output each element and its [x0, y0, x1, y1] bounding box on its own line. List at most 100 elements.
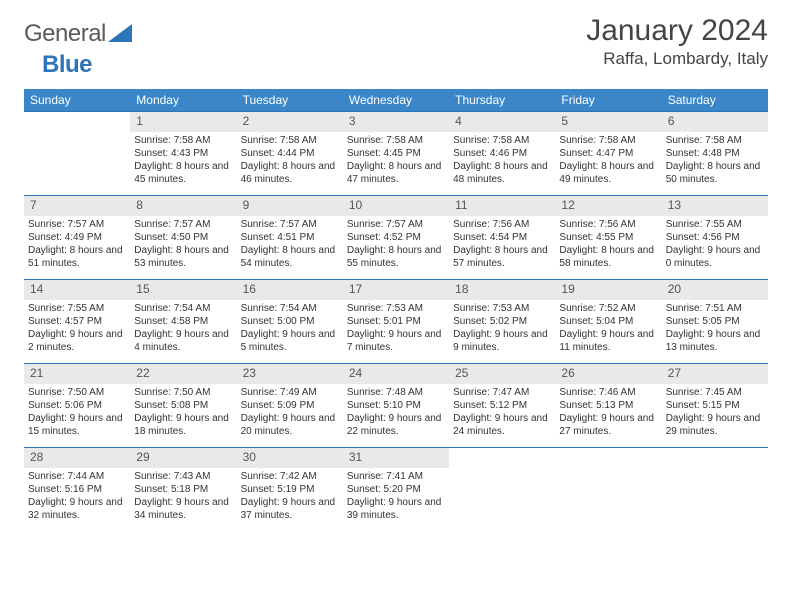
day-header: Saturday	[662, 89, 768, 112]
day-cell: 5Sunrise: 7:58 AMSunset: 4:47 PMDaylight…	[555, 112, 661, 190]
day-body: Sunrise: 7:56 AMSunset: 4:54 PMDaylight:…	[449, 216, 555, 274]
sunset-text: Sunset: 5:00 PM	[241, 315, 339, 328]
sunrise-text: Sunrise: 7:58 AM	[347, 134, 445, 147]
day-number: 1	[130, 112, 236, 132]
day-cell: 16Sunrise: 7:54 AMSunset: 5:00 PMDayligh…	[237, 280, 343, 358]
sunrise-text: Sunrise: 7:58 AM	[559, 134, 657, 147]
sunrise-text: Sunrise: 7:44 AM	[28, 470, 126, 483]
day-number: 22	[130, 364, 236, 384]
daylight-text: Daylight: 8 hours and 55 minutes.	[347, 244, 445, 270]
day-body: Sunrise: 7:57 AMSunset: 4:50 PMDaylight:…	[130, 216, 236, 274]
daylight-text: Daylight: 9 hours and 29 minutes.	[666, 412, 764, 438]
day-number: 17	[343, 280, 449, 300]
sunrise-text: Sunrise: 7:56 AM	[559, 218, 657, 231]
sunset-text: Sunset: 4:51 PM	[241, 231, 339, 244]
day-number: 18	[449, 280, 555, 300]
day-body: Sunrise: 7:49 AMSunset: 5:09 PMDaylight:…	[237, 384, 343, 442]
day-cell: 12Sunrise: 7:56 AMSunset: 4:55 PMDayligh…	[555, 196, 661, 274]
daylight-text: Daylight: 8 hours and 51 minutes.	[28, 244, 126, 270]
day-body: Sunrise: 7:52 AMSunset: 5:04 PMDaylight:…	[555, 300, 661, 358]
sunset-text: Sunset: 5:05 PM	[666, 315, 764, 328]
day-body: Sunrise: 7:44 AMSunset: 5:16 PMDaylight:…	[24, 468, 130, 526]
day-body: Sunrise: 7:53 AMSunset: 5:01 PMDaylight:…	[343, 300, 449, 358]
sunset-text: Sunset: 4:52 PM	[347, 231, 445, 244]
logo-text-2: Blue	[42, 51, 92, 78]
day-body: Sunrise: 7:57 AMSunset: 4:49 PMDaylight:…	[24, 216, 130, 274]
day-cell: 25Sunrise: 7:47 AMSunset: 5:12 PMDayligh…	[449, 364, 555, 442]
location-subtitle: Raffa, Lombardy, Italy	[586, 49, 768, 69]
sunrise-text: Sunrise: 7:52 AM	[559, 302, 657, 315]
sunrise-text: Sunrise: 7:54 AM	[134, 302, 232, 315]
day-cell: 29Sunrise: 7:43 AMSunset: 5:18 PMDayligh…	[130, 448, 236, 526]
sunset-text: Sunset: 4:49 PM	[28, 231, 126, 244]
sunrise-text: Sunrise: 7:42 AM	[241, 470, 339, 483]
day-body: Sunrise: 7:48 AMSunset: 5:10 PMDaylight:…	[343, 384, 449, 442]
day-cell: 6Sunrise: 7:58 AMSunset: 4:48 PMDaylight…	[662, 112, 768, 190]
sunrise-text: Sunrise: 7:57 AM	[347, 218, 445, 231]
week-number-row: 7Sunrise: 7:57 AMSunset: 4:49 PMDaylight…	[24, 196, 768, 274]
sunrise-text: Sunrise: 7:57 AM	[134, 218, 232, 231]
daylight-text: Daylight: 9 hours and 18 minutes.	[134, 412, 232, 438]
day-number: 19	[555, 280, 661, 300]
sunset-text: Sunset: 5:04 PM	[559, 315, 657, 328]
sunset-text: Sunset: 4:57 PM	[28, 315, 126, 328]
sunset-text: Sunset: 5:15 PM	[666, 399, 764, 412]
day-cell: 9Sunrise: 7:57 AMSunset: 4:51 PMDaylight…	[237, 196, 343, 274]
day-cell: 31Sunrise: 7:41 AMSunset: 5:20 PMDayligh…	[343, 448, 449, 526]
daylight-text: Daylight: 9 hours and 20 minutes.	[241, 412, 339, 438]
day-body: Sunrise: 7:50 AMSunset: 5:08 PMDaylight:…	[130, 384, 236, 442]
sunrise-text: Sunrise: 7:57 AM	[28, 218, 126, 231]
day-header: Wednesday	[343, 89, 449, 112]
day-number: 16	[237, 280, 343, 300]
day-cell: 30Sunrise: 7:42 AMSunset: 5:19 PMDayligh…	[237, 448, 343, 526]
daylight-text: Daylight: 9 hours and 27 minutes.	[559, 412, 657, 438]
sunrise-text: Sunrise: 7:51 AM	[666, 302, 764, 315]
calendar-table: Sunday Monday Tuesday Wednesday Thursday…	[24, 89, 768, 526]
sunset-text: Sunset: 5:02 PM	[453, 315, 551, 328]
day-body: Sunrise: 7:51 AMSunset: 5:05 PMDaylight:…	[662, 300, 768, 358]
day-number: 20	[662, 280, 768, 300]
sunrise-text: Sunrise: 7:58 AM	[453, 134, 551, 147]
sunset-text: Sunset: 4:43 PM	[134, 147, 232, 160]
sunrise-text: Sunrise: 7:55 AM	[28, 302, 126, 315]
sunrise-text: Sunrise: 7:53 AM	[453, 302, 551, 315]
sunrise-text: Sunrise: 7:46 AM	[559, 386, 657, 399]
daylight-text: Daylight: 9 hours and 39 minutes.	[347, 496, 445, 522]
day-number: 13	[662, 196, 768, 216]
day-header: Friday	[555, 89, 661, 112]
day-cell: 14Sunrise: 7:55 AMSunset: 4:57 PMDayligh…	[24, 280, 130, 358]
sunrise-text: Sunrise: 7:47 AM	[453, 386, 551, 399]
day-body: Sunrise: 7:54 AMSunset: 5:00 PMDaylight:…	[237, 300, 343, 358]
day-cell: 3Sunrise: 7:58 AMSunset: 4:45 PMDaylight…	[343, 112, 449, 190]
day-body: Sunrise: 7:54 AMSunset: 4:58 PMDaylight:…	[130, 300, 236, 358]
sunrise-text: Sunrise: 7:43 AM	[134, 470, 232, 483]
day-cell: 8Sunrise: 7:57 AMSunset: 4:50 PMDaylight…	[130, 196, 236, 274]
day-number: 28	[24, 448, 130, 468]
sunrise-text: Sunrise: 7:48 AM	[347, 386, 445, 399]
day-cell: 19Sunrise: 7:52 AMSunset: 5:04 PMDayligh…	[555, 280, 661, 358]
day-number: 2	[237, 112, 343, 132]
day-cell: 27Sunrise: 7:45 AMSunset: 5:15 PMDayligh…	[662, 364, 768, 442]
daylight-text: Daylight: 9 hours and 0 minutes.	[666, 244, 764, 270]
day-cell: 15Sunrise: 7:54 AMSunset: 4:58 PMDayligh…	[130, 280, 236, 358]
daylight-text: Daylight: 8 hours and 53 minutes.	[134, 244, 232, 270]
day-number: 25	[449, 364, 555, 384]
daylight-text: Daylight: 8 hours and 57 minutes.	[453, 244, 551, 270]
day-cell: 4Sunrise: 7:58 AMSunset: 4:46 PMDaylight…	[449, 112, 555, 190]
day-cell: 21Sunrise: 7:50 AMSunset: 5:06 PMDayligh…	[24, 364, 130, 442]
day-number: 26	[555, 364, 661, 384]
day-cell: 2Sunrise: 7:58 AMSunset: 4:44 PMDaylight…	[237, 112, 343, 190]
daylight-text: Daylight: 8 hours and 49 minutes.	[559, 160, 657, 186]
sunrise-text: Sunrise: 7:55 AM	[666, 218, 764, 231]
sunset-text: Sunset: 5:09 PM	[241, 399, 339, 412]
day-number: 14	[24, 280, 130, 300]
sunset-text: Sunset: 4:55 PM	[559, 231, 657, 244]
daylight-text: Daylight: 8 hours and 48 minutes.	[453, 160, 551, 186]
sunset-text: Sunset: 5:13 PM	[559, 399, 657, 412]
day-body: Sunrise: 7:57 AMSunset: 4:51 PMDaylight:…	[237, 216, 343, 274]
day-body: Sunrise: 7:58 AMSunset: 4:48 PMDaylight:…	[662, 132, 768, 190]
day-number: 10	[343, 196, 449, 216]
day-number: 5	[555, 112, 661, 132]
sunset-text: Sunset: 5:19 PM	[241, 483, 339, 496]
day-body: Sunrise: 7:47 AMSunset: 5:12 PMDaylight:…	[449, 384, 555, 442]
